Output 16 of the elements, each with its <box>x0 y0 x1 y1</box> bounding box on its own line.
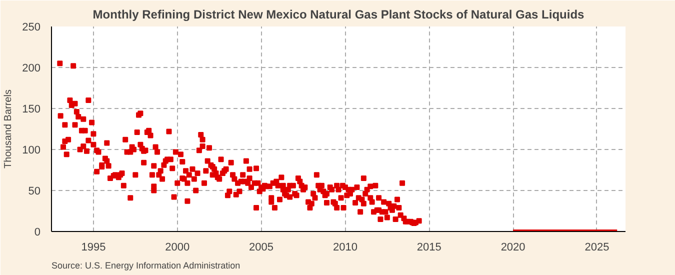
x-tick-label: 2015 <box>416 242 442 254</box>
x-tick-label: 2025 <box>584 242 610 254</box>
y-tick-label: 250 <box>22 22 41 34</box>
y-tick-label: 200 <box>22 62 41 74</box>
source-note: Source: U.S. Energy Information Administration <box>52 260 240 270</box>
y-axis-title: Thousand Barrels <box>3 90 14 168</box>
y-tick-label: 100 <box>22 144 41 156</box>
y-tick-label: 50 <box>28 186 41 198</box>
x-tick-label: 1995 <box>81 242 106 254</box>
y-tick-label: 150 <box>22 104 41 116</box>
x-tick-label: 2005 <box>249 242 274 254</box>
x-tick-label: 2000 <box>165 242 190 254</box>
x-tick-label: 2020 <box>500 242 526 254</box>
chart-title: Monthly Refining District New Mexico Natural Gas Plant Stocks of Natural Gas Liquids <box>92 8 585 22</box>
y-tick-label: 0 <box>34 226 41 238</box>
x-tick-label: 2010 <box>332 242 358 254</box>
